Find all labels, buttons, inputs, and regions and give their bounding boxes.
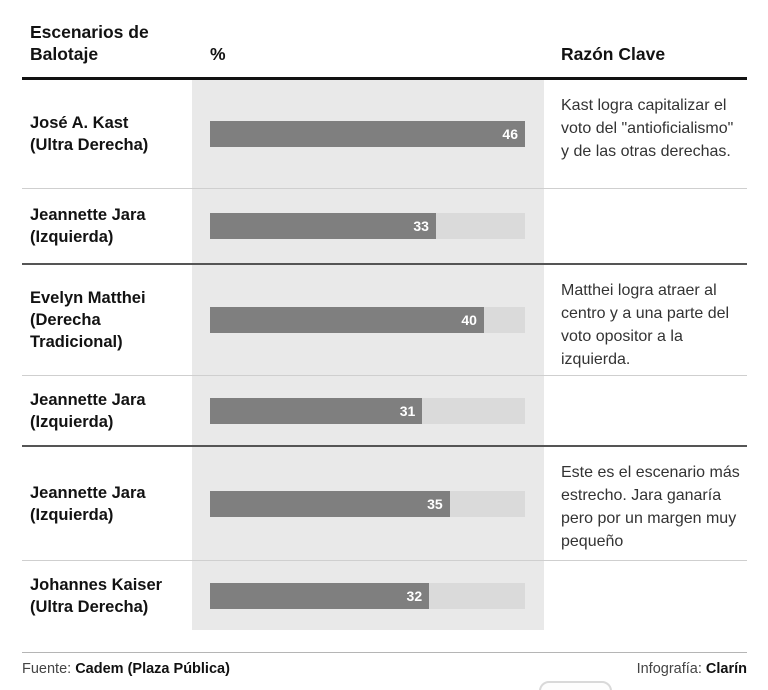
bar-cell: 40 xyxy=(192,265,544,375)
bar-value-label: 32 xyxy=(406,587,423,604)
reason-cell xyxy=(544,376,747,445)
bar-cell: 35 xyxy=(192,447,544,560)
scenario-row: Jeannette Jara (Izquierda) 35 Este es el es… xyxy=(22,445,747,560)
candidate-cell: José A. Kast (Ultra Derecha) xyxy=(22,80,192,188)
scenario-row: José A. Kast (Ultra Derecha) 46 Kast logra … xyxy=(22,80,747,188)
credit-label: Infografía: xyxy=(636,661,702,677)
candidate-cell: Johannes Kaiser (Ultra Derecha) xyxy=(22,561,192,630)
value-bar: 35 xyxy=(210,490,450,517)
candidate-party: (Ultra Derecha) xyxy=(30,597,149,616)
value-bar: 46 xyxy=(210,121,525,147)
candidate-party: (Derecha Tradicional) xyxy=(30,311,123,351)
candidate-party: (Izquierda) xyxy=(30,505,114,524)
reason-cell: Matthei logra atraer al centro y a una p… xyxy=(544,265,747,375)
candidate-name: Jeannette Jara xyxy=(30,390,146,409)
scenario-row: Evelyn Matthei (Derecha Tradicional) 40 Mat… xyxy=(22,263,747,375)
footer: Fuente: Cadem (Plaza Pública) Infografía… xyxy=(22,652,747,677)
scenario-row: Jeannette Jara (Izquierda) 33 xyxy=(22,188,747,263)
scenario-table: José A. Kast (Ultra Derecha) 46 Kast logra … xyxy=(22,80,747,630)
bar-value-label: 35 xyxy=(427,495,443,512)
reason-text: Kast logra capitalizar el voto del "anti… xyxy=(561,97,734,160)
reason-text: Este es el escenario más estrecho. Jara … xyxy=(561,464,740,550)
scenario-row: Johannes Kaiser (Ultra Derecha) 32 xyxy=(22,560,747,630)
bar-cell: 46 xyxy=(192,80,544,188)
bar-track: 40 xyxy=(210,307,525,333)
bar-cell: 32 xyxy=(192,561,544,630)
column-header-scenarios: Escenarios de Balotaje xyxy=(30,22,149,64)
reason-cell: Este es el escenario más estrecho. Jara … xyxy=(544,447,747,560)
candidate-party: (Izquierda) xyxy=(30,412,114,431)
value-bar: 31 xyxy=(210,397,423,424)
value-bar: 33 xyxy=(210,213,436,239)
column-header-reason: Razón Clave xyxy=(561,44,666,64)
bar-cell: 33 xyxy=(192,189,544,263)
infographic-credit: Infografía: Clarín xyxy=(637,661,747,677)
bar-track: 46 xyxy=(210,121,525,147)
reason-cell xyxy=(544,561,747,630)
reason-cell: Kast logra capitalizar el voto del "anti… xyxy=(544,80,747,188)
candidate-cell: Jeannette Jara (Izquierda) xyxy=(22,189,192,263)
candidate-name: Jeannette Jara xyxy=(30,206,146,224)
bar-track: 33 xyxy=(210,213,525,239)
bar-track: 31 xyxy=(210,397,525,424)
candidate-cell: Evelyn Matthei (Derecha Tradicional) xyxy=(22,265,192,375)
bar-value-label: 31 xyxy=(399,402,416,419)
source-label: Fuente: xyxy=(22,661,72,677)
candidate-cell: Jeannette Jara (Izquierda) xyxy=(22,447,192,560)
candidate-cell: Jeannette Jara (Izquierda) xyxy=(22,376,192,445)
bar-value-label: 33 xyxy=(413,218,429,234)
source-credit: Fuente: Cadem (Plaza Pública) xyxy=(22,661,230,677)
scenario-row: Jeannette Jara (Izquierda) 31 xyxy=(22,375,747,445)
table-header: Escenarios de Balotaje % Razón Clave xyxy=(22,0,747,80)
reason-text: Matthei logra atraer al centro y a una p… xyxy=(561,282,730,368)
credit-name: Clarín xyxy=(705,661,747,677)
bar-value-label: 46 xyxy=(502,126,518,142)
value-bar: 40 xyxy=(210,307,484,333)
reason-cell xyxy=(544,189,747,263)
candidate-name: Evelyn Matthei xyxy=(30,289,146,307)
candidate-party: (Ultra Derecha) xyxy=(30,136,149,154)
bar-track: 35 xyxy=(210,490,525,517)
candidate-party: (Izquierda) xyxy=(30,228,114,246)
bar-value-label: 40 xyxy=(461,312,477,328)
candidate-name: José A. Kast xyxy=(30,114,129,132)
value-bar: 32 xyxy=(210,582,430,609)
source-name: Cadem (Plaza Pública) xyxy=(75,661,230,677)
candidate-name: Johannes Kaiser xyxy=(30,575,163,594)
column-header-percent: % xyxy=(210,44,226,64)
candidate-name: Jeannette Jara xyxy=(30,483,146,502)
partial-bottom-button[interactable] xyxy=(539,681,612,690)
bar-track: 32 xyxy=(210,582,525,609)
bar-cell: 31 xyxy=(192,376,544,445)
